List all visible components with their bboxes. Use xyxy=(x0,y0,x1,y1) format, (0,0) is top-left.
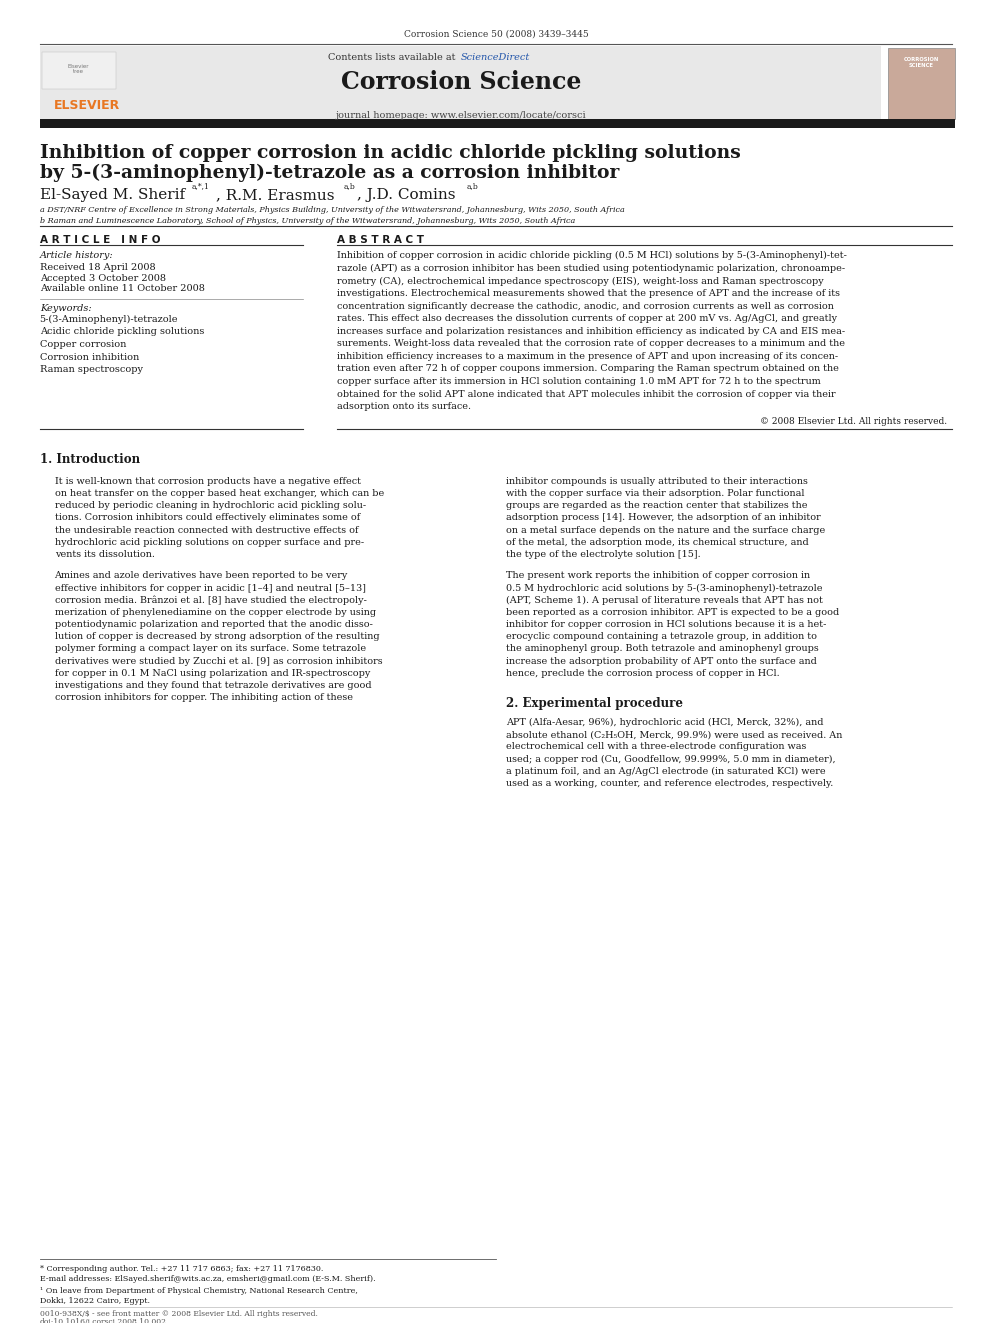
Text: E-mail addresses: ElSayed.sherif@wits.ac.za, emsheri@gmail.com (E-S.M. Sherif).: E-mail addresses: ElSayed.sherif@wits.ac… xyxy=(40,1275,375,1283)
Text: * Corresponding author. Tel.: +27 11 717 6863; fax: +27 11 7176830.: * Corresponding author. Tel.: +27 11 717… xyxy=(40,1265,323,1273)
Text: corrosion inhibitors for copper. The inhibiting action of these: corrosion inhibitors for copper. The inh… xyxy=(55,693,352,703)
Text: Copper corrosion: Copper corrosion xyxy=(40,340,126,349)
Text: used as a working, counter, and reference electrodes, respectively.: used as a working, counter, and referenc… xyxy=(506,779,833,789)
Text: tions. Corrosion inhibitors could effectively eliminates some of: tions. Corrosion inhibitors could effect… xyxy=(55,513,360,523)
Text: © 2008 Elsevier Ltd. All rights reserved.: © 2008 Elsevier Ltd. All rights reserved… xyxy=(760,417,947,426)
Text: ¹ On leave from Department of Physical Chemistry, National Research Centre,: ¹ On leave from Department of Physical C… xyxy=(40,1287,357,1295)
Text: Inhibition of copper corrosion in acidic chloride pickling (0.5 M HCl) solutions: Inhibition of copper corrosion in acidic… xyxy=(337,251,847,261)
Text: Amines and azole derivatives have been reported to be very: Amines and azole derivatives have been r… xyxy=(55,572,348,581)
Text: by 5-(3-aminophenyl)-tetrazole as a corrosion inhibitor: by 5-(3-aminophenyl)-tetrazole as a corr… xyxy=(40,164,619,183)
Text: corrosion media. Brânzoi et al. [8] have studied the electropoly-: corrosion media. Brânzoi et al. [8] have… xyxy=(55,595,366,605)
Text: of the metal, the adsorption mode, its chemical structure, and: of the metal, the adsorption mode, its c… xyxy=(506,537,808,546)
Text: Dokki, 12622 Cairo, Egypt.: Dokki, 12622 Cairo, Egypt. xyxy=(40,1297,150,1304)
Text: (APT, Scheme 1). A perusal of literature reveals that APT has not: (APT, Scheme 1). A perusal of literature… xyxy=(506,595,822,605)
Text: razole (APT) as a corrosion inhibitor has been studied using potentiodynamic pol: razole (APT) as a corrosion inhibitor ha… xyxy=(337,265,845,273)
Text: Received 18 April 2008: Received 18 April 2008 xyxy=(40,263,156,273)
Text: copper surface after its immersion in HCl solution containing 1.0 mM APT for 72 : copper surface after its immersion in HC… xyxy=(337,377,821,386)
Text: on heat transfer on the copper based heat exchanger, which can be: on heat transfer on the copper based hea… xyxy=(55,490,384,499)
Text: APT (Alfa-Aesar, 96%), hydrochloric acid (HCl, Merck, 32%), and: APT (Alfa-Aesar, 96%), hydrochloric acid… xyxy=(506,718,823,728)
Text: electrochemical cell with a three-electrode configuration was: electrochemical cell with a three-electr… xyxy=(506,742,806,751)
Text: a,*,1: a,*,1 xyxy=(191,183,209,191)
Text: for copper in 0.1 M NaCl using polarization and IR-spectroscopy: for copper in 0.1 M NaCl using polarizat… xyxy=(55,668,370,677)
Text: El-Sayed M. Sherif: El-Sayed M. Sherif xyxy=(40,188,185,202)
Text: potentiodynamic polarization and reported that the anodic disso-: potentiodynamic polarization and reporte… xyxy=(55,620,372,630)
FancyBboxPatch shape xyxy=(40,46,881,122)
Text: Contents lists available at: Contents lists available at xyxy=(327,53,458,62)
Text: 2. Experimental procedure: 2. Experimental procedure xyxy=(506,697,682,710)
Text: polymer forming a compact layer on its surface. Some tetrazole: polymer forming a compact layer on its s… xyxy=(55,644,366,654)
Text: A R T I C L E   I N F O: A R T I C L E I N F O xyxy=(40,235,160,246)
Text: journal homepage: www.elsevier.com/locate/corsci: journal homepage: www.elsevier.com/locat… xyxy=(336,111,586,120)
Text: investigations and they found that tetrazole derivatives are good: investigations and they found that tetra… xyxy=(55,681,371,691)
Text: surements. Weight-loss data revealed that the corrosion rate of copper decreases: surements. Weight-loss data revealed tha… xyxy=(337,339,845,348)
Text: reduced by periodic cleaning in hydrochloric acid pickling solu-: reduced by periodic cleaning in hydrochl… xyxy=(55,501,366,511)
Text: a,b: a,b xyxy=(343,183,355,191)
Text: Article history:: Article history: xyxy=(40,251,113,261)
Text: a platinum foil, and an Ag/AgCl electrode (in saturated KCl) were: a platinum foil, and an Ag/AgCl electrod… xyxy=(506,766,825,775)
Text: It is well-known that corrosion products have a negative effect: It is well-known that corrosion products… xyxy=(55,476,360,486)
Text: 0.5 M hydrochloric acid solutions by 5-(3-aminophenyl)-tetrazole: 0.5 M hydrochloric acid solutions by 5-(… xyxy=(506,583,822,593)
Text: derivatives were studied by Zucchi et al. [9] as corrosion inhibitors: derivatives were studied by Zucchi et al… xyxy=(55,656,382,665)
Text: the type of the electrolyte solution [15].: the type of the electrolyte solution [15… xyxy=(506,550,700,560)
Text: , R.M. Erasmus: , R.M. Erasmus xyxy=(216,188,334,202)
Text: rometry (CA), electrochemical impedance spectroscopy (EIS), weight-loss and Rama: rometry (CA), electrochemical impedance … xyxy=(337,277,824,286)
FancyBboxPatch shape xyxy=(42,52,116,89)
Text: the undesirable reaction connected with destructive effects of: the undesirable reaction connected with … xyxy=(55,525,358,534)
Text: absolute ethanol (C₂H₅OH, Merck, 99.9%) were used as received. An: absolute ethanol (C₂H₅OH, Merck, 99.9%) … xyxy=(506,730,842,740)
Text: a DST/NRF Centre of Excellence in Strong Materials, Physics Building, University: a DST/NRF Centre of Excellence in Strong… xyxy=(40,206,624,214)
Text: Keywords:: Keywords: xyxy=(40,304,91,314)
Text: Available online 11 October 2008: Available online 11 October 2008 xyxy=(40,284,204,294)
Text: increases surface and polarization resistances and inhibition efficiency as indi: increases surface and polarization resis… xyxy=(337,327,845,336)
Text: doi:10.1016/j.corsci.2008.10.002: doi:10.1016/j.corsci.2008.10.002 xyxy=(40,1318,167,1323)
Text: Accepted 3 October 2008: Accepted 3 October 2008 xyxy=(40,274,166,283)
Text: adsorption process [14]. However, the adsorption of an inhibitor: adsorption process [14]. However, the ad… xyxy=(506,513,820,523)
Text: concentration significantly decrease the cathodic, anodic, and corrosion current: concentration significantly decrease the… xyxy=(337,302,834,311)
Text: b Raman and Luminescence Laboratory, School of Physics, University of the Witwat: b Raman and Luminescence Laboratory, Sch… xyxy=(40,217,575,225)
Text: Acidic chloride pickling solutions: Acidic chloride pickling solutions xyxy=(40,327,204,336)
Text: Corrosion inhibition: Corrosion inhibition xyxy=(40,352,139,361)
Text: adsorption onto its surface.: adsorption onto its surface. xyxy=(337,402,471,411)
Text: Inhibition of copper corrosion in acidic chloride pickling solutions: Inhibition of copper corrosion in acidic… xyxy=(40,144,740,163)
Text: tration even after 72 h of copper coupons immersion. Comparing the Raman spectru: tration even after 72 h of copper coupon… xyxy=(337,364,839,373)
FancyBboxPatch shape xyxy=(888,48,955,119)
Text: with the copper surface via their adsorption. Polar functional: with the copper surface via their adsorp… xyxy=(506,490,805,499)
Text: rates. This effect also decreases the dissolution currents of copper at 200 mV v: rates. This effect also decreases the di… xyxy=(337,314,837,323)
Text: merization of phenylenediamine on the copper electrode by using: merization of phenylenediamine on the co… xyxy=(55,607,376,617)
Text: Corrosion Science: Corrosion Science xyxy=(341,70,581,94)
Text: obtained for the solid APT alone indicated that APT molecules inhibit the corros: obtained for the solid APT alone indicat… xyxy=(337,389,836,398)
Text: inhibitor for copper corrosion in HCl solutions because it is a het-: inhibitor for copper corrosion in HCl so… xyxy=(506,620,826,630)
Text: , J.D. Comins: , J.D. Comins xyxy=(357,188,455,202)
Text: increase the adsorption probability of APT onto the surface and: increase the adsorption probability of A… xyxy=(506,656,816,665)
Text: a,b: a,b xyxy=(466,183,478,191)
Text: Raman spectroscopy: Raman spectroscopy xyxy=(40,365,143,374)
Text: 1. Introduction: 1. Introduction xyxy=(40,452,140,466)
Text: The present work reports the inhibition of copper corrosion in: The present work reports the inhibition … xyxy=(506,572,810,581)
Text: hence, preclude the corrosion process of copper in HCl.: hence, preclude the corrosion process of… xyxy=(506,668,780,677)
Text: investigations. Electrochemical measurements showed that the presence of APT and: investigations. Electrochemical measurem… xyxy=(337,288,840,298)
Text: lution of copper is decreased by strong adsorption of the resulting: lution of copper is decreased by strong … xyxy=(55,632,379,642)
Text: A B S T R A C T: A B S T R A C T xyxy=(337,235,425,246)
Text: 0010-938X/$ - see front matter © 2008 Elsevier Ltd. All rights reserved.: 0010-938X/$ - see front matter © 2008 El… xyxy=(40,1310,317,1318)
Text: erocyclic compound containing a tetrazole group, in addition to: erocyclic compound containing a tetrazol… xyxy=(506,632,817,642)
Text: ScienceDirect: ScienceDirect xyxy=(460,53,530,62)
Text: Elsevier
tree: Elsevier tree xyxy=(67,64,89,74)
Text: on a metal surface depends on the nature and the surface charge: on a metal surface depends on the nature… xyxy=(506,525,825,534)
Text: CORROSION
SCIENCE: CORROSION SCIENCE xyxy=(904,57,939,67)
Text: been reported as a corrosion inhibitor. APT is expected to be a good: been reported as a corrosion inhibitor. … xyxy=(506,607,839,617)
Text: effective inhibitors for copper in acidic [1–4] and neutral [5–13]: effective inhibitors for copper in acidi… xyxy=(55,583,366,593)
Text: ELSEVIER: ELSEVIER xyxy=(54,99,120,112)
FancyBboxPatch shape xyxy=(40,119,955,128)
Text: inhibition efficiency increases to a maximum in the presence of APT and upon inc: inhibition efficiency increases to a max… xyxy=(337,352,838,361)
Text: the aminophenyl group. Both tetrazole and aminophenyl groups: the aminophenyl group. Both tetrazole an… xyxy=(506,644,818,654)
Text: hydrochloric acid pickling solutions on copper surface and pre-: hydrochloric acid pickling solutions on … xyxy=(55,537,364,546)
Text: inhibitor compounds is usually attributed to their interactions: inhibitor compounds is usually attribute… xyxy=(506,476,807,486)
Text: vents its dissolution.: vents its dissolution. xyxy=(55,550,155,560)
Text: groups are regarded as the reaction center that stabilizes the: groups are regarded as the reaction cent… xyxy=(506,501,807,511)
Text: used; a copper rod (Cu, Goodfellow, 99.999%, 5.0 mm in diameter),: used; a copper rod (Cu, Goodfellow, 99.9… xyxy=(506,754,835,763)
Text: Corrosion Science 50 (2008) 3439–3445: Corrosion Science 50 (2008) 3439–3445 xyxy=(404,29,588,38)
Text: 5-(3-Aminophenyl)-tetrazole: 5-(3-Aminophenyl)-tetrazole xyxy=(40,315,179,324)
